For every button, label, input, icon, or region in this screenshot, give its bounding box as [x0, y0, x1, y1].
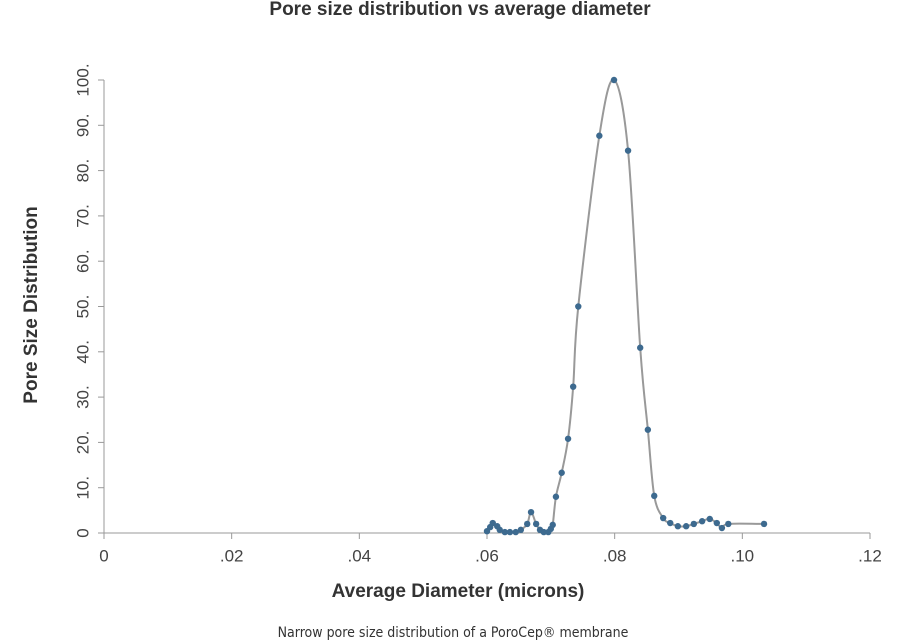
marker	[610, 76, 618, 84]
y-axis-label: Pore Size Distribution	[21, 206, 42, 403]
y-tick-label: 20.	[73, 431, 92, 455]
marker	[624, 147, 632, 154]
marker	[496, 526, 503, 534]
y-tick-label: 10.	[73, 476, 92, 500]
marker	[718, 524, 726, 532]
y-tick-label: 90.	[73, 113, 92, 137]
x-tick-label: 0	[99, 546, 108, 565]
chart-title: Pore size distribution vs average diamet…	[269, 0, 651, 20]
marker	[698, 518, 706, 525]
marker	[489, 519, 496, 527]
x-tick-label: .12	[858, 546, 882, 565]
marker	[564, 435, 572, 442]
marker	[558, 469, 565, 476]
y-tick-label: 80.	[73, 159, 92, 183]
marker	[659, 514, 667, 522]
x-tick-label: .04	[348, 546, 372, 565]
marker	[501, 528, 509, 536]
y-tick-label: 60.	[73, 249, 92, 273]
y-tick-label: 0	[73, 528, 92, 537]
marker	[524, 520, 531, 528]
x-axis-label: Average Diameter (microns)	[332, 581, 585, 602]
marker	[540, 528, 548, 536]
marker	[517, 526, 525, 534]
marker	[725, 520, 732, 528]
y-tick-label: 50.	[73, 295, 92, 319]
marker	[644, 426, 652, 433]
marker	[667, 519, 674, 527]
x-tick-label: .06	[475, 546, 499, 565]
marker	[532, 520, 540, 528]
marker	[596, 132, 603, 139]
marker	[575, 303, 582, 310]
marker	[674, 523, 682, 530]
marker	[527, 508, 535, 516]
marker	[690, 520, 698, 528]
line	[486, 78, 765, 534]
marker	[760, 520, 768, 528]
marker	[706, 515, 713, 523]
marker	[506, 528, 514, 536]
x-tick-label: .02	[220, 546, 244, 565]
caption: Narrow pore size distribution of a PoroC…	[278, 625, 629, 641]
marker	[713, 519, 720, 527]
marker	[552, 493, 560, 500]
marker	[569, 383, 577, 390]
y-tick-label: 70.	[73, 204, 92, 228]
marker	[637, 344, 644, 351]
y-tick-label: 100.	[73, 63, 92, 96]
marker	[549, 521, 556, 529]
marker	[651, 492, 658, 500]
y-tick-label: 40.	[73, 340, 92, 364]
x-tick-label: .10	[731, 546, 755, 565]
x-tick-label: .08	[603, 546, 627, 565]
y-tick-label: 30.	[73, 385, 92, 409]
marker	[512, 528, 519, 536]
marker	[682, 523, 690, 530]
